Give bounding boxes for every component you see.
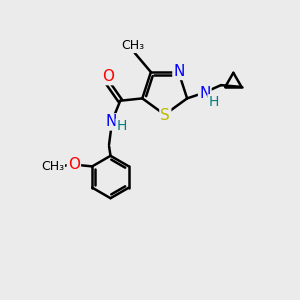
Text: N: N <box>199 86 211 101</box>
Text: H: H <box>208 95 219 109</box>
Text: N: N <box>106 114 117 129</box>
Text: O: O <box>68 158 80 172</box>
Text: O: O <box>102 69 114 84</box>
Text: CH₃: CH₃ <box>122 39 145 52</box>
Text: H: H <box>116 119 127 134</box>
Text: N: N <box>173 64 185 79</box>
Text: CH₃: CH₃ <box>41 160 64 173</box>
Text: S: S <box>160 108 170 123</box>
